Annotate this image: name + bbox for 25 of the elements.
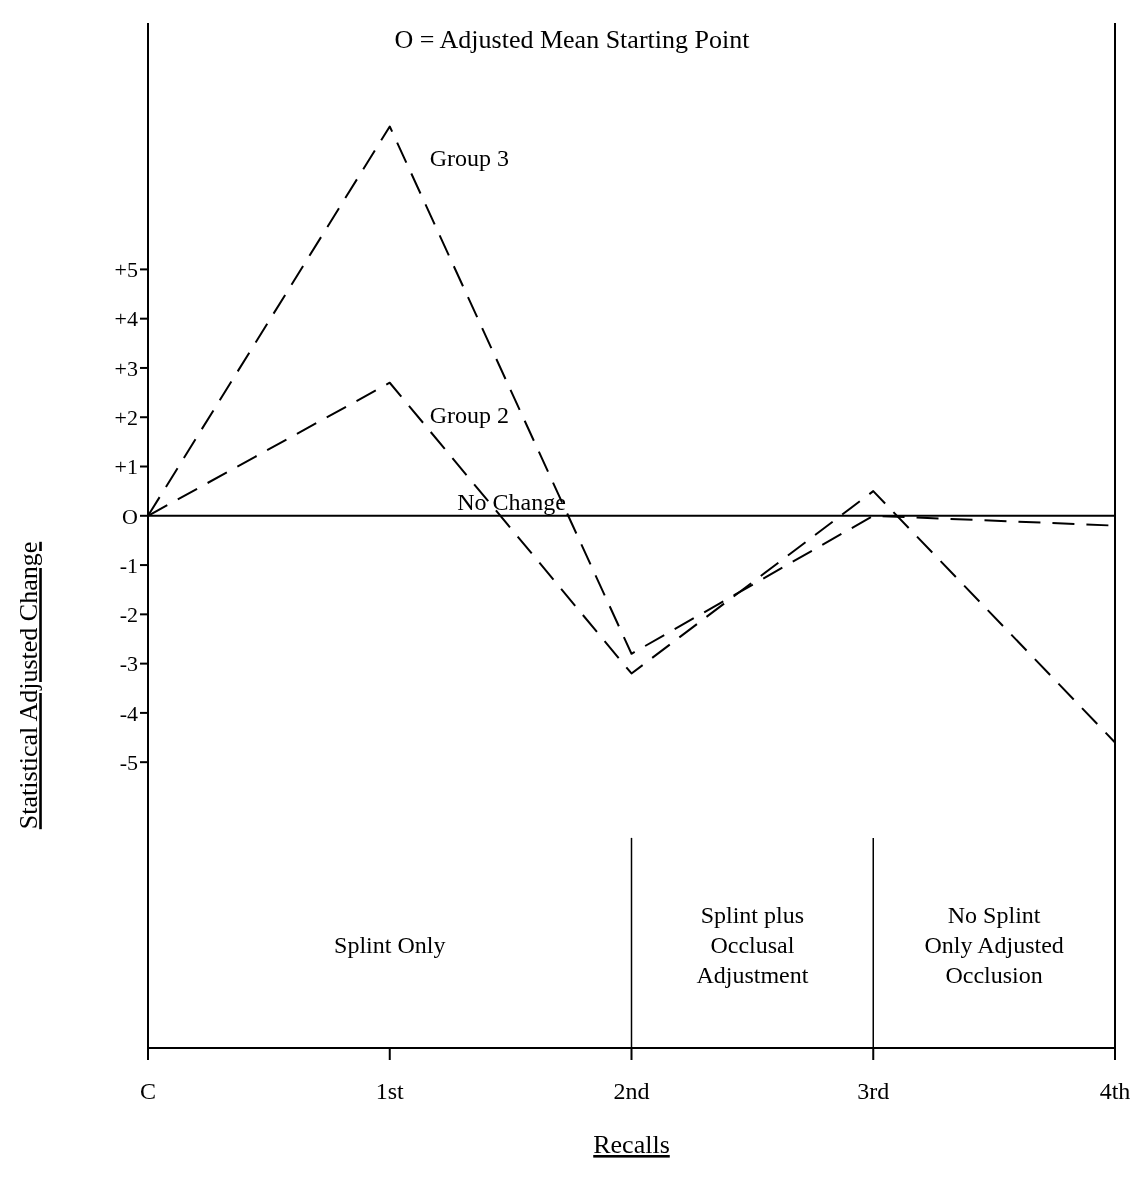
x-tick-label: 4th (1099, 1078, 1131, 1105)
y-tick-label: -2 (119, 602, 138, 628)
y-tick-label: +4 (114, 306, 138, 332)
x-axis-title: Recalls (593, 1130, 670, 1159)
y-tick-label: +2 (114, 405, 138, 431)
ref-line-label: No Change (457, 489, 566, 516)
y-tick-label: O (122, 503, 138, 529)
y-tick-label: +5 (114, 257, 138, 283)
x-tick-label: 2nd (613, 1078, 650, 1105)
y-tick-label: -3 (119, 651, 138, 677)
x-tick-label: 3rd (857, 1078, 890, 1105)
y-tick-label: +3 (114, 355, 138, 381)
series-label: Group 3 (429, 145, 510, 172)
y-tick-label: -4 (119, 700, 138, 726)
annotation: Splint plus Occlusal Adjustment (696, 902, 809, 988)
y-tick-label: -1 (119, 552, 138, 578)
x-tick-label: 1st (375, 1078, 405, 1105)
series-label: Group 2 (429, 401, 510, 428)
y-axis-title: Statistical Adjusted Change (14, 541, 44, 830)
y-tick-label: +1 (114, 454, 138, 480)
annotation: No Splint Only Adjusted Occlusion (924, 902, 1064, 988)
annotation: Splint Only (334, 932, 446, 958)
chart-title: O = Adjusted Mean Starting Point (394, 25, 751, 54)
x-tick-label: C (139, 1078, 157, 1105)
y-tick-label: -5 (119, 749, 138, 775)
